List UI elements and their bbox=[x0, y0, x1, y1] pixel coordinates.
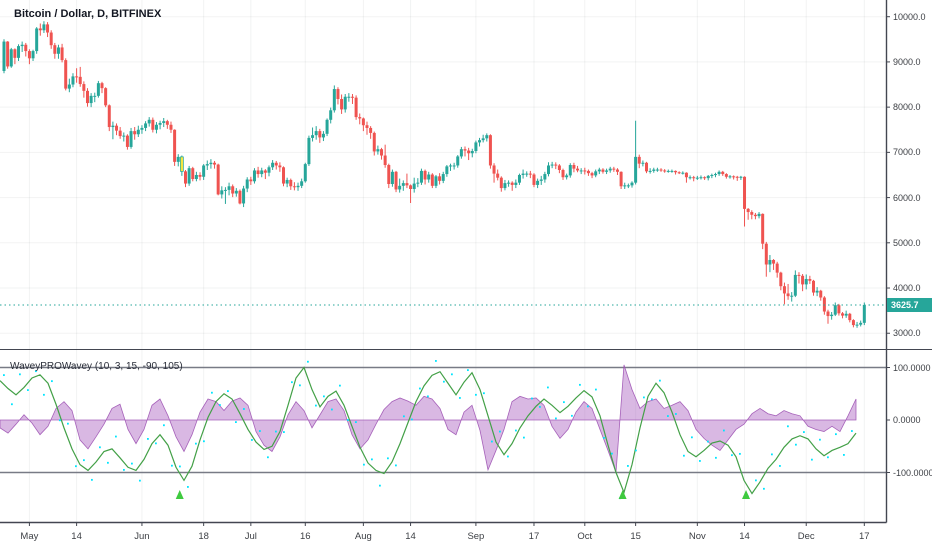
price-axis-label: 3000.0 bbox=[893, 328, 921, 339]
time-axis-label: Jun bbox=[134, 531, 150, 542]
price-axis-label: 6000.0 bbox=[893, 192, 921, 203]
oscillator-axis-label: 100.0000 bbox=[893, 362, 931, 373]
time-axis-label: 14 bbox=[71, 531, 82, 542]
price-axis-label: 8000.0 bbox=[893, 102, 921, 113]
indicator-label: WaveyPROWavey (10, 3, 15, -90, 105) bbox=[10, 361, 183, 372]
pane-frame bbox=[0, 0, 932, 524]
time-axis-label: 16 bbox=[299, 531, 311, 542]
oscillator-level-lines bbox=[0, 366, 886, 474]
time-axis-label: 14 bbox=[405, 531, 416, 542]
oscillator-axis-label: 0.0000 bbox=[893, 415, 921, 425]
candles-series[interactable] bbox=[2, 21, 866, 328]
time-axis-label: Sep bbox=[467, 531, 485, 542]
time-axis-label: 18 bbox=[198, 531, 209, 542]
price-axis-label: 4000.0 bbox=[893, 283, 921, 294]
time-axis-label: May bbox=[20, 531, 39, 542]
time-axis-label: 17 bbox=[859, 531, 870, 542]
time-axis-label: 15 bbox=[630, 531, 641, 542]
last-price-tag: 3625.7 bbox=[887, 297, 932, 312]
time-axis-label: Aug bbox=[354, 531, 372, 542]
time-axis-label: 17 bbox=[528, 531, 540, 542]
signal-markers bbox=[175, 490, 751, 499]
price-axis-label: 5000.0 bbox=[893, 237, 921, 248]
oscillator-axis-label: -100.0000 bbox=[893, 467, 932, 478]
time-axis-label: Jul bbox=[244, 531, 257, 542]
wavey-line bbox=[0, 366, 857, 495]
symbol-title: Bitcoin / Dollar, D, BITFINEX bbox=[14, 8, 162, 20]
price-axis-label: 9000.0 bbox=[893, 56, 921, 67]
grid bbox=[0, 0, 886, 522]
time-axis-label: Dec bbox=[797, 531, 815, 542]
time-axis-label: Oct bbox=[577, 531, 593, 542]
price-axis-label: 7000.0 bbox=[893, 147, 921, 158]
time-axis-label: 14 bbox=[739, 531, 750, 542]
last-price-value: 3625.7 bbox=[891, 299, 919, 310]
time-axis-label: Nov bbox=[688, 531, 706, 542]
axis-ticks bbox=[28, 16, 890, 526]
price-axis-label: 10000.0 bbox=[893, 11, 926, 22]
dots-series bbox=[3, 360, 853, 500]
